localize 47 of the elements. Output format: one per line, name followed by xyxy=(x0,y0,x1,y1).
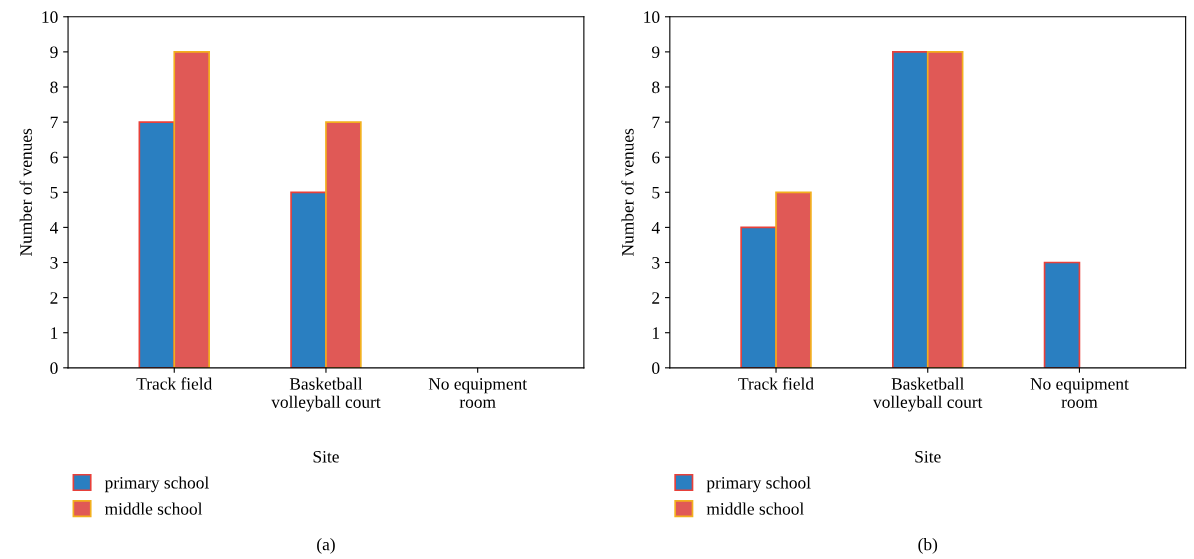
y-axis-title: Number of venues xyxy=(19,128,32,256)
y-tick-label: 5 xyxy=(652,186,660,199)
legend-label: primary school xyxy=(104,476,209,493)
y-tick-label: 3 xyxy=(50,257,58,269)
y-tick-label: 6 xyxy=(652,151,660,164)
y-tick-label: 9 xyxy=(50,46,58,59)
legend-label: middle school xyxy=(104,502,203,515)
y-tick-label: 0 xyxy=(652,362,660,375)
bar xyxy=(775,191,812,368)
x-tick-label: Track field xyxy=(738,377,814,390)
bar xyxy=(173,51,210,368)
y-axis-title: Number of venues xyxy=(621,128,634,256)
bar xyxy=(290,191,327,368)
x-axis-title: Site xyxy=(915,450,941,463)
y-tick-label: 10 xyxy=(42,11,58,23)
y-tick-label: 10 xyxy=(644,11,660,23)
y-tick-label: 8 xyxy=(652,81,660,94)
x-tick-label: No equipment room xyxy=(1030,378,1129,408)
bar xyxy=(926,51,964,368)
y-tick-label: 1 xyxy=(652,327,660,339)
y-tick-label: 2 xyxy=(50,292,58,304)
x-tick-label: No equipment room xyxy=(428,378,527,408)
x-tick-label: Track field xyxy=(136,377,213,390)
text: (b) xyxy=(918,538,938,554)
y-tick-label: 8 xyxy=(50,81,58,94)
y-tick-label: 5 xyxy=(50,186,58,199)
y-tick-label: 2 xyxy=(652,292,660,304)
y-tick-label: 6 xyxy=(50,151,58,164)
y-tick-label: 9 xyxy=(651,46,660,59)
y-tick-label: 4 xyxy=(651,222,660,234)
bar xyxy=(325,121,362,368)
y-tick-label: 3 xyxy=(652,257,660,269)
y-tick-label: 1 xyxy=(51,327,58,339)
y-tick-label: 7 xyxy=(652,116,660,129)
x-tick-label: Basketball volleyball court xyxy=(271,377,381,412)
x-axis-title: Site xyxy=(313,450,339,463)
x-tick-label: Basketball volleyball court xyxy=(873,377,983,412)
bar xyxy=(1043,261,1081,368)
legend-label: middle school xyxy=(706,502,804,515)
bar xyxy=(892,51,929,368)
legend-label: primary school xyxy=(706,476,811,493)
y-tick-label: 4 xyxy=(49,222,59,234)
text: (a) xyxy=(317,538,335,554)
bar xyxy=(740,226,777,368)
y-tick-label: 0 xyxy=(50,362,58,375)
y-tick-label: 7 xyxy=(50,116,58,129)
bar xyxy=(138,121,176,368)
